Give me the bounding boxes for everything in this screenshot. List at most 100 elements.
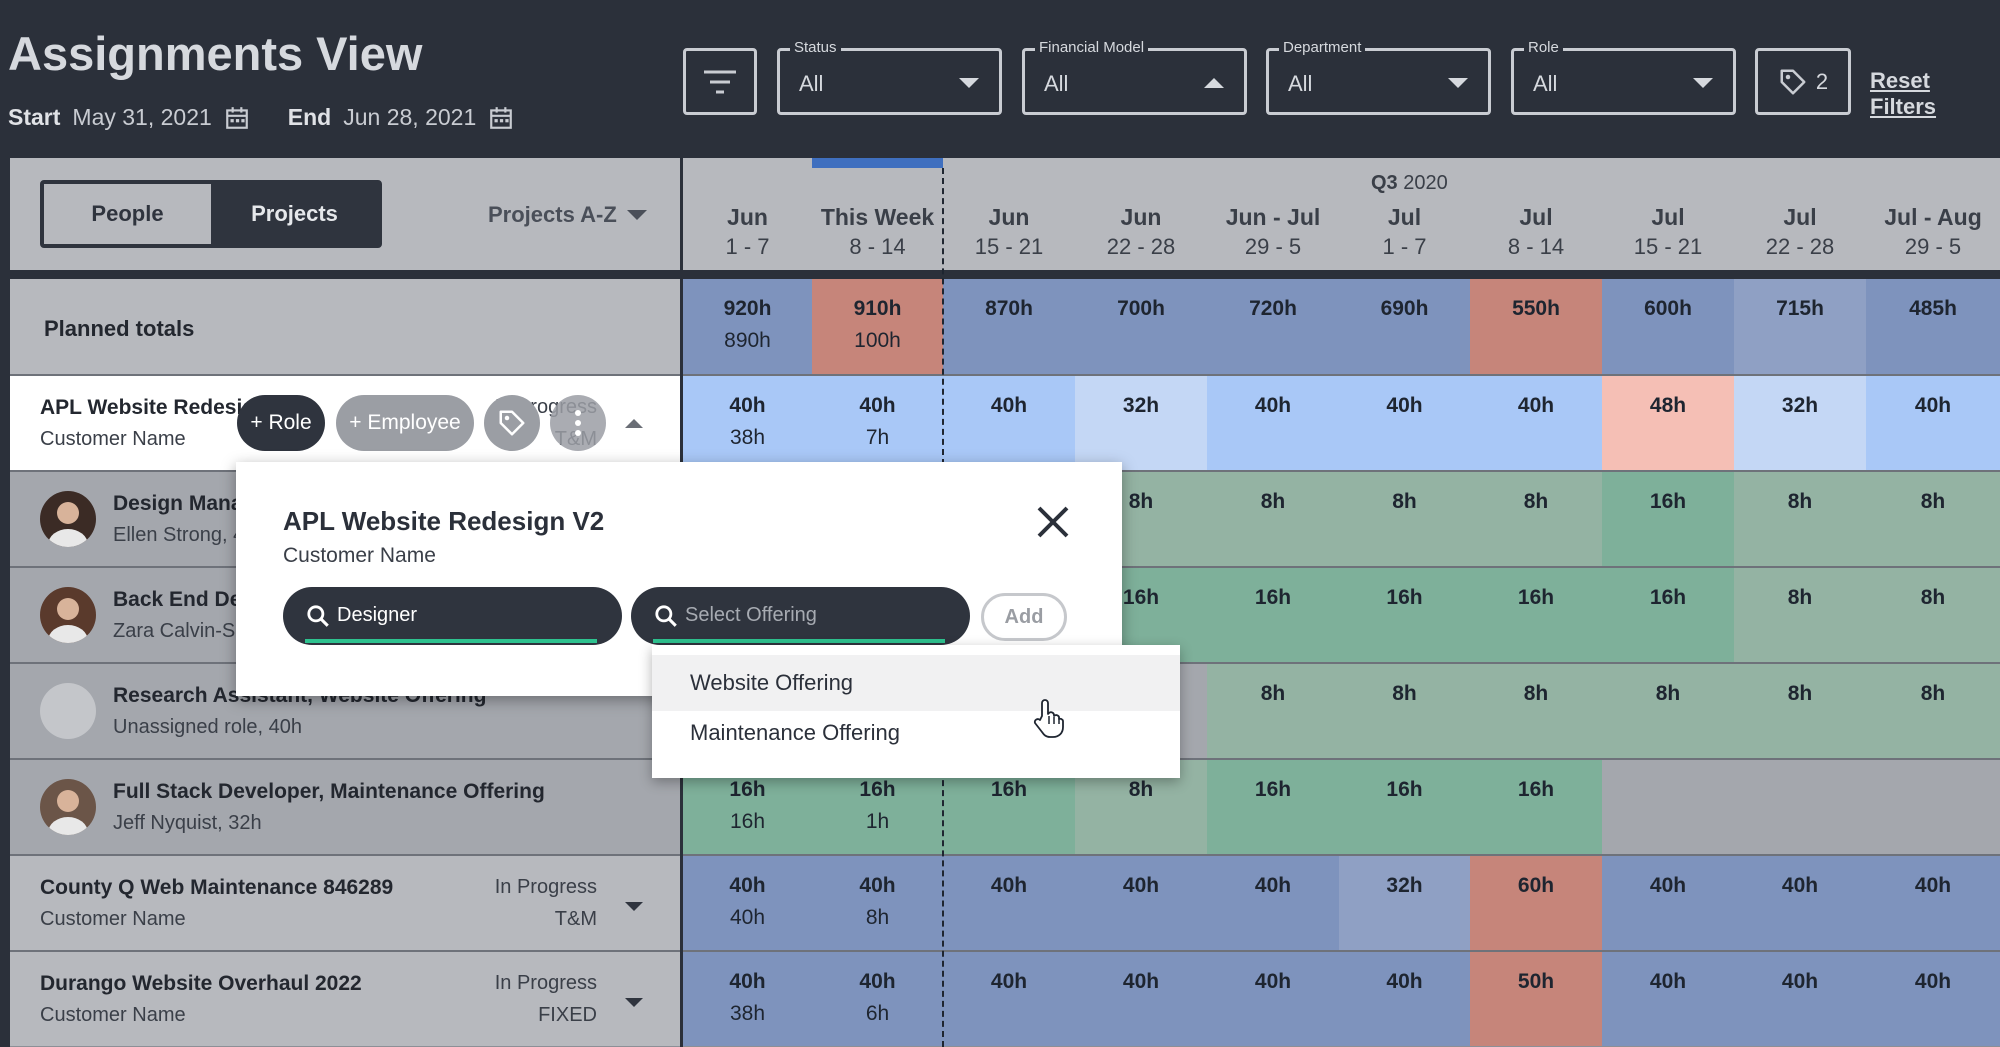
hours-cell[interactable]: 16h (1339, 760, 1470, 854)
hours-cell[interactable]: 40h 8h (812, 856, 943, 950)
role-search-input[interactable]: Designer (283, 587, 622, 645)
hours-cell[interactable]: 40h (1207, 376, 1339, 470)
hours-cell[interactable]: 720h (1207, 279, 1339, 374)
actual-hours: 6h (865, 1002, 890, 1025)
hours-cell[interactable]: 8h (1866, 664, 2000, 758)
hours-cell[interactable]: 8h (1207, 472, 1339, 566)
hours-cell[interactable]: 8h (1470, 664, 1602, 758)
end-date[interactable]: Jun 28, 2021 (343, 104, 477, 130)
calendar-icon[interactable] (488, 105, 514, 131)
role-select[interactable]: Role All (1511, 39, 1736, 115)
hours-cell[interactable]: 870h (943, 279, 1075, 374)
close-icon[interactable] (1033, 502, 1073, 542)
hours-cell[interactable]: 8h (1470, 472, 1602, 566)
hours-cell[interactable]: 40h 6h (812, 952, 943, 1046)
hours-cell[interactable]: 40h 38h (683, 376, 812, 470)
hours-cell[interactable]: 16h (1470, 568, 1602, 662)
status-select[interactable]: Status All (777, 39, 1002, 115)
hours-cell[interactable]: 8h (1207, 664, 1339, 758)
hours-cell[interactable]: 550h (1470, 279, 1602, 374)
hours-cell[interactable]: 16h (1207, 568, 1339, 662)
hours-cell[interactable] (1602, 760, 1734, 854)
hours-cell[interactable]: 8h (1734, 664, 1866, 758)
hours-cell[interactable]: 920h 890h (683, 279, 812, 374)
hours-cell[interactable]: 40h 38h (683, 952, 812, 1046)
hours-cell[interactable]: 40h (1866, 856, 2000, 950)
option-maintenance-offering[interactable]: Maintenance Offering (690, 720, 900, 745)
offering-search-input[interactable]: Select Offering (631, 587, 970, 645)
hours-cell[interactable]: 16h (1602, 472, 1734, 566)
financial-model-select[interactable]: Financial Model All (1022, 39, 1247, 115)
hours-cell[interactable]: 8h (1866, 472, 2000, 566)
hours-cell[interactable]: 40h (1207, 952, 1339, 1046)
start-date[interactable]: May 31, 2021 (72, 104, 212, 130)
tag-button[interactable] (484, 395, 540, 451)
hours-cell[interactable]: 32h (1339, 856, 1470, 950)
expand-caret-icon[interactable] (625, 902, 643, 911)
hours-cell[interactable]: 40h (1075, 856, 1207, 950)
hours-cell[interactable]: 8h (1339, 472, 1470, 566)
add-employee-button[interactable]: + Employee (336, 395, 474, 451)
row-label-cell[interactable] (10, 279, 680, 374)
hours-cell[interactable]: 910h 100h (812, 279, 943, 374)
hours-cell[interactable]: 16h (1602, 568, 1734, 662)
row-label-cell[interactable] (10, 760, 680, 854)
hours-cell[interactable]: 40h (1866, 952, 2000, 1046)
reset-filters-link[interactable]: Reset Filters (1870, 68, 1937, 119)
expand-caret-icon[interactable] (625, 998, 643, 1007)
hours-cell[interactable]: 8h (1602, 664, 1734, 758)
hours-cell[interactable]: 40h (1734, 952, 1866, 1046)
hours-cell[interactable]: 50h (1470, 952, 1602, 1046)
sort-dropdown[interactable]: Projects A-Z (488, 202, 647, 228)
hours-cell[interactable]: 16h (1470, 760, 1602, 854)
hours-cell[interactable]: 60h (1470, 856, 1602, 950)
week-header: Jun 22 - 28 (1075, 158, 1207, 270)
hours-cell[interactable]: 8h (1734, 472, 1866, 566)
hours-cell[interactable]: 40h 7h (812, 376, 943, 470)
collapse-caret-icon[interactable] (625, 419, 643, 428)
hours-cell[interactable] (1866, 760, 2000, 854)
hours-cell[interactable]: 40h (1339, 952, 1470, 1046)
filter-button[interactable] (683, 48, 757, 115)
hours-cell[interactable]: 40h (1866, 376, 2000, 470)
hours-cell[interactable]: 485h (1866, 279, 2000, 374)
hours-cell[interactable]: 40h (1734, 856, 1866, 950)
more-options-button[interactable] (550, 395, 606, 451)
calendar-icon[interactable] (224, 105, 250, 131)
add-button[interactable]: Add (981, 593, 1067, 641)
row-label-cell[interactable] (10, 856, 680, 950)
hours-cell[interactable]: 40h (1075, 952, 1207, 1046)
hours-cell[interactable]: 40h 40h (683, 856, 812, 950)
hours-cell[interactable]: 690h (1339, 279, 1470, 374)
hours-cell[interactable]: 40h (943, 376, 1075, 470)
hours-cell[interactable]: 40h (1602, 856, 1734, 950)
hours-cell[interactable]: 715h (1734, 279, 1866, 374)
department-select[interactable]: Department All (1266, 39, 1491, 115)
week-days: 8 - 14 (849, 234, 906, 259)
hours-cell[interactable]: 40h (1207, 856, 1339, 950)
tag-filter-button[interactable]: 2 (1755, 48, 1851, 115)
hours-cell[interactable]: 40h (1470, 376, 1602, 470)
hours-cell[interactable]: 8h (1866, 568, 2000, 662)
hours-cell[interactable] (1734, 760, 1866, 854)
hours-cell[interactable]: 32h (1075, 376, 1207, 470)
hours-cell[interactable]: 8h (1734, 568, 1866, 662)
option-website-offering[interactable]: Website Offering (652, 655, 1180, 711)
add-role-button[interactable]: + Role (237, 395, 325, 451)
hours-cell[interactable]: 16h (1339, 568, 1470, 662)
hours-cell[interactable]: 40h (1339, 376, 1470, 470)
hours-cell[interactable]: 40h (943, 952, 1075, 1046)
projects-tab[interactable]: Projects (211, 184, 378, 244)
hours-cell[interactable]: 40h (1602, 952, 1734, 1046)
planned-hours: 8h (1523, 682, 1549, 705)
hours-cell[interactable]: 16h (1207, 760, 1339, 854)
planned-hours: 40h (1254, 874, 1292, 897)
hours-cell[interactable]: 32h (1734, 376, 1866, 470)
people-tab[interactable]: People (44, 184, 211, 244)
hours-cell[interactable]: 600h (1602, 279, 1734, 374)
hours-cell[interactable]: 40h (943, 856, 1075, 950)
row-label-cell[interactable] (10, 952, 680, 1046)
hours-cell[interactable]: 8h (1339, 664, 1470, 758)
hours-cell[interactable]: 700h (1075, 279, 1207, 374)
hours-cell[interactable]: 48h (1602, 376, 1734, 470)
